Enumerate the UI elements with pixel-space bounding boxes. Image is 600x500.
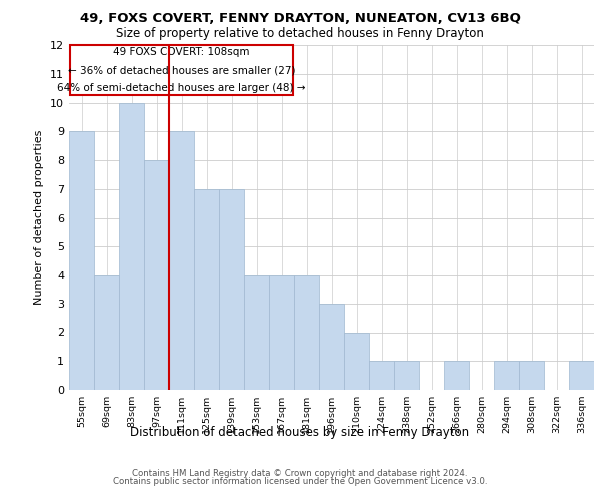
Text: Distribution of detached houses by size in Fenny Drayton: Distribution of detached houses by size … [130,426,470,439]
Text: 49 FOXS COVERT: 108sqm: 49 FOXS COVERT: 108sqm [113,47,250,57]
Bar [569,361,594,390]
Bar [219,189,244,390]
Text: Contains public sector information licensed under the Open Government Licence v3: Contains public sector information licen… [113,477,487,486]
Bar [344,332,369,390]
Bar [294,275,319,390]
Bar [244,275,269,390]
Text: 49, FOXS COVERT, FENNY DRAYTON, NUNEATON, CV13 6BQ: 49, FOXS COVERT, FENNY DRAYTON, NUNEATON… [80,12,520,26]
Bar [144,160,169,390]
Text: ← 36% of detached houses are smaller (27): ← 36% of detached houses are smaller (27… [68,66,295,76]
Bar [494,361,519,390]
Bar [319,304,344,390]
Bar [269,275,294,390]
Bar [369,361,394,390]
Bar [94,275,119,390]
Text: Size of property relative to detached houses in Fenny Drayton: Size of property relative to detached ho… [116,28,484,40]
Bar [444,361,469,390]
Bar [119,102,144,390]
Text: Contains HM Land Registry data © Crown copyright and database right 2024.: Contains HM Land Registry data © Crown c… [132,468,468,477]
Bar [519,361,544,390]
Y-axis label: Number of detached properties: Number of detached properties [34,130,44,305]
Bar [194,189,219,390]
Bar [69,132,94,390]
Bar [394,361,419,390]
FancyBboxPatch shape [70,45,293,96]
Text: 64% of semi-detached houses are larger (48) →: 64% of semi-detached houses are larger (… [57,83,306,93]
Bar [169,132,194,390]
